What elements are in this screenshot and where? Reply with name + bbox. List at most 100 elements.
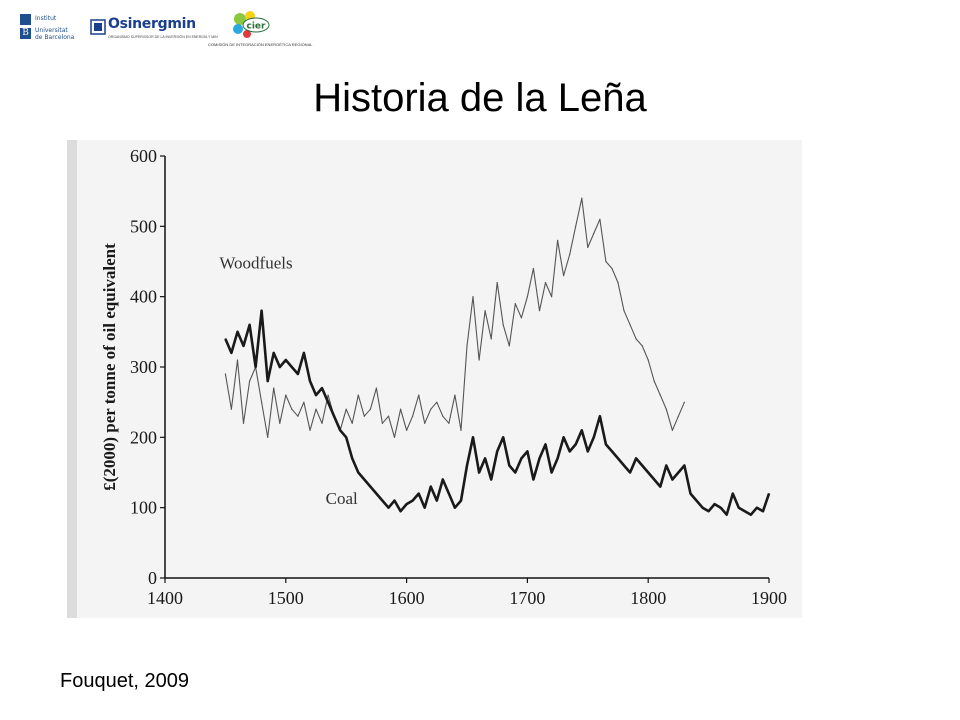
cier-logo-text: cier: [247, 22, 267, 32]
data-point-coal: [496, 450, 498, 452]
y-axis-label: £(2000) per tonne of oil equivalent: [100, 243, 119, 491]
data-point-coal: [569, 450, 571, 452]
price-history-chart: 1400 1500 1600 1700 1800 1900 0 100 200 300 400 500…: [67, 140, 802, 618]
data-point-coal: [738, 507, 740, 509]
data-point-coal: [418, 493, 420, 495]
data-point-woodfuels: [454, 394, 456, 396]
data-point-coal: [387, 507, 390, 509]
data-point-coal: [732, 493, 734, 495]
data-point-woodfuels: [587, 246, 589, 248]
data-point-coal: [454, 507, 456, 509]
ub-logo-line-1: Institut: [35, 15, 57, 22]
data-point-woodfuels: [605, 260, 607, 263]
data-point-woodfuels: [563, 275, 565, 277]
data-point-woodfuels: [357, 394, 359, 396]
data-point-coal: [273, 352, 275, 354]
data-point-coal: [460, 500, 462, 502]
data-point-woodfuels: [273, 387, 275, 389]
slide-title: Historia de la Leña: [313, 76, 647, 120]
data-point-coal: [242, 345, 245, 347]
data-point-coal: [430, 486, 432, 488]
data-point-woodfuels: [611, 267, 613, 270]
data-point-woodfuels: [659, 394, 661, 396]
source-citation: Fouquet, 2009: [60, 670, 189, 692]
chart-labels: Woodfuels Coal: [219, 254, 358, 509]
data-point-woodfuels: [478, 359, 480, 361]
data-point-coal: [224, 338, 226, 340]
data-point-woodfuels: [538, 310, 541, 312]
data-point-woodfuels: [617, 282, 619, 284]
data-point-coal: [683, 464, 686, 467]
data-point-woodfuels: [581, 197, 583, 199]
data-point-coal: [261, 310, 263, 312]
cier-logo: cier COMISIÓN DE INTEGRACIÓN ENERGÉTICA …: [208, 10, 318, 52]
data-point-woodfuels: [387, 415, 390, 417]
data-point-coal: [303, 352, 305, 354]
data-point-woodfuels: [375, 387, 377, 389]
data-point-woodfuels: [653, 380, 655, 382]
data-point-woodfuels: [448, 422, 450, 424]
data-point-coal: [249, 324, 251, 326]
data-point-woodfuels: [430, 408, 432, 410]
data-point-woodfuels: [381, 422, 383, 424]
data-point-woodfuels: [393, 436, 396, 438]
data-point-woodfuels: [303, 401, 305, 403]
data-point-coal: [508, 464, 510, 467]
data-point-woodfuels: [327, 394, 329, 396]
data-point-woodfuels: [683, 401, 686, 403]
data-point-coal: [442, 478, 444, 481]
data-point-woodfuels: [466, 345, 468, 347]
data-point-coal: [514, 471, 516, 474]
data-point-woodfuels: [484, 310, 486, 312]
data-point-woodfuels: [508, 345, 510, 347]
data-point-coal: [744, 510, 746, 512]
data-point-coal: [230, 352, 232, 354]
data-point-woodfuels: [261, 401, 263, 403]
data-point-coal: [327, 401, 329, 403]
data-point-coal: [557, 457, 559, 459]
data-point-woodfuels: [297, 415, 299, 417]
data-point-woodfuels: [526, 296, 528, 298]
ub-logo-line-3: de Barcelona: [35, 34, 75, 41]
data-point-woodfuels: [532, 267, 534, 270]
data-point-coal: [412, 500, 414, 502]
data-point-coal: [279, 366, 281, 368]
scan-background: [67, 140, 802, 618]
data-point-coal: [611, 450, 613, 452]
data-point-woodfuels: [345, 408, 347, 410]
x-tick-label: 1500: [268, 588, 304, 608]
data-point-coal: [472, 436, 474, 438]
data-point-coal: [448, 493, 450, 495]
osinergmin-name: Osinergmin: [108, 16, 196, 32]
cier-mark-icon: cier: [233, 11, 270, 38]
data-point-coal: [297, 373, 299, 375]
data-point-coal: [520, 457, 522, 459]
series-label-coal: Coal: [326, 489, 358, 508]
data-point-coal: [532, 478, 534, 481]
data-point-woodfuels: [267, 436, 269, 438]
data-point-coal: [375, 493, 377, 495]
data-point-coal: [309, 380, 311, 382]
data-point-coal: [285, 359, 287, 361]
university-barcelona-logo: B Institut Universitat de Barcelona: [20, 12, 80, 50]
data-point-coal: [538, 457, 541, 459]
data-point-coal: [563, 436, 565, 438]
data-point-woodfuels: [671, 429, 674, 431]
data-point-coal: [617, 457, 619, 459]
data-point-woodfuels: [490, 338, 492, 340]
data-point-coal: [351, 457, 353, 459]
data-point-woodfuels: [635, 338, 637, 340]
data-point-coal: [581, 429, 583, 431]
data-point-coal: [587, 450, 589, 452]
data-point-woodfuels: [285, 394, 287, 396]
osinergmin-mark-icon: [90, 19, 106, 35]
data-point-coal: [635, 457, 637, 459]
data-point-woodfuels: [647, 359, 649, 361]
data-point-coal: [315, 394, 317, 396]
data-point-coal: [593, 436, 595, 438]
data-point-coal: [677, 471, 680, 474]
data-point-coal: [629, 471, 631, 474]
data-point-woodfuels: [363, 415, 365, 417]
data-point-woodfuels: [321, 422, 323, 424]
data-point-woodfuels: [551, 296, 553, 298]
